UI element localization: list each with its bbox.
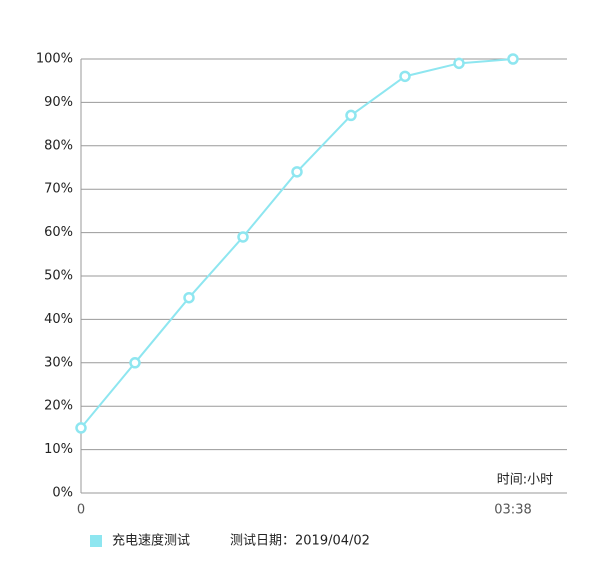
data-point <box>399 70 411 83</box>
y-tick-label: 30% <box>44 355 73 370</box>
series-line <box>80 58 514 429</box>
y-tick-label: 0% <box>52 486 73 501</box>
data-point <box>129 357 141 369</box>
y-tick-label: 70% <box>44 182 73 197</box>
x-tick-label: 0 <box>77 503 85 518</box>
y-tick-label: 80% <box>44 138 73 153</box>
data-point <box>291 166 303 178</box>
data-point <box>183 291 195 304</box>
y-tick-label: 90% <box>44 95 73 110</box>
data-point <box>345 109 357 122</box>
y-tick-label: 10% <box>44 442 73 457</box>
data-point <box>453 57 465 70</box>
y-tick-label: 40% <box>44 312 73 327</box>
data-point <box>507 53 519 65</box>
note: 测试日期：2019/04/02 <box>230 534 370 549</box>
y-tick-label: 60% <box>44 225 73 240</box>
legend-label: 充电速度测试 <box>112 533 190 549</box>
y-tick-label: 100% <box>36 52 73 67</box>
x-axis-label: 时间:小时 <box>497 473 553 488</box>
data-point <box>75 422 87 434</box>
data-point <box>237 231 249 243</box>
y-tick-label: 50% <box>44 269 73 284</box>
y-tick-label: 20% <box>44 399 73 414</box>
x-tick-label: 03:38 <box>494 503 531 518</box>
legend-swatch <box>90 535 102 547</box>
